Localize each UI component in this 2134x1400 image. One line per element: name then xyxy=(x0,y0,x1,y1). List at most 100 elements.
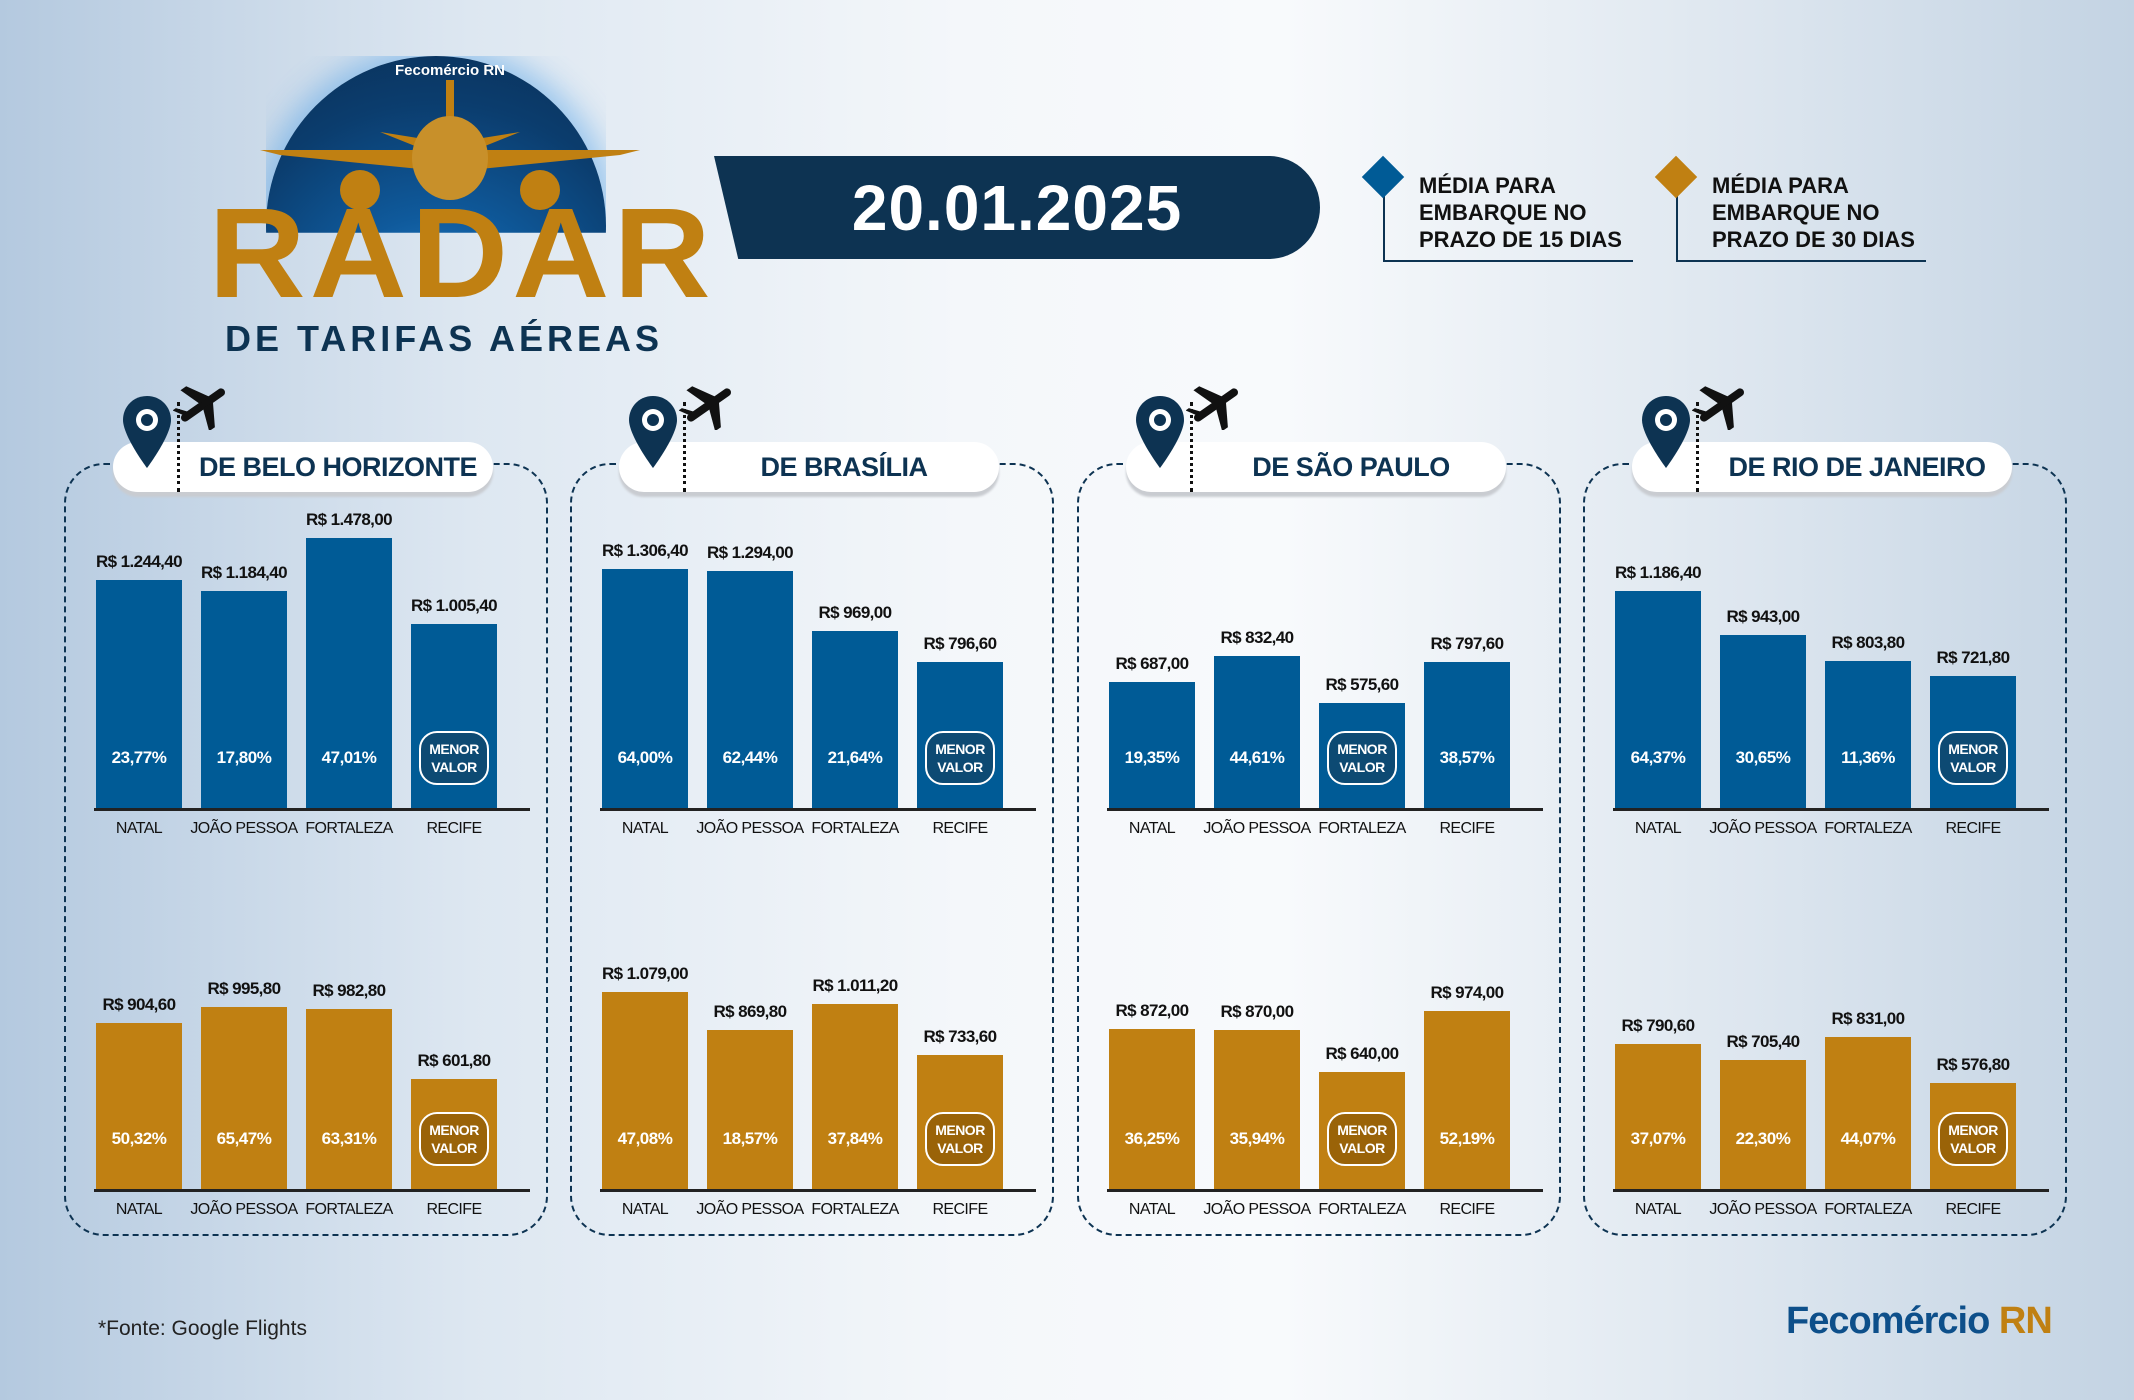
price-label: R$ 943,00 xyxy=(1726,607,1800,627)
category-label: NATAL xyxy=(1128,1201,1176,1218)
bar-15-days-fortaleza xyxy=(1825,660,1911,808)
percent-change-label: 18,57% xyxy=(722,1129,778,1148)
bar-30-days-joão-pessoa xyxy=(1214,1029,1300,1189)
price-label: R$ 869,80 xyxy=(713,1001,787,1021)
percent-change-label: 21,64% xyxy=(827,748,883,767)
panel-title: DE BRASÍLIA xyxy=(760,452,928,482)
price-label: R$ 1.244,40 xyxy=(95,552,183,572)
percent-change-label: 63,31% xyxy=(321,1129,377,1148)
percent-change-label: 11,36% xyxy=(1841,748,1895,767)
panel-header: DE BELO HORIZONTE xyxy=(113,386,493,492)
lowest-price-badge: MENOR VALOR xyxy=(419,731,489,785)
lowest-price-badge: MENOR VALOR xyxy=(925,1112,995,1166)
percent-change-label: 44,07% xyxy=(1840,1129,1896,1148)
price-label: R$ 1.306,40 xyxy=(601,540,689,560)
category-label: NATAL xyxy=(621,1201,669,1218)
bar-15-days-joão-pessoa xyxy=(707,571,793,808)
category-label: NATAL xyxy=(115,1201,163,1218)
bar-30-days-joão-pessoa xyxy=(201,1006,287,1189)
percent-change-label: 38,57% xyxy=(1439,748,1495,767)
chart-baseline xyxy=(94,808,530,811)
airplane-icon xyxy=(260,80,640,210)
category-label: JOÃO PESSOA xyxy=(696,820,804,837)
category-label: RECIFE xyxy=(932,1201,988,1218)
percent-change-label: 23,77% xyxy=(111,748,167,767)
price-label: R$ 1.011,20 xyxy=(812,975,898,995)
category-label: RECIFE xyxy=(1945,820,2001,837)
price-label: R$ 870,00 xyxy=(1220,1001,1294,1021)
panel-title: DE BELO HORIZONTE xyxy=(198,452,478,482)
chart-baseline xyxy=(1107,808,1543,811)
bar-30-days-fortaleza xyxy=(1825,1036,1911,1189)
map-pin-icon xyxy=(1642,396,1690,473)
price-label: R$ 575,60 xyxy=(1325,674,1399,694)
lowest-price-badge: MENOR VALOR xyxy=(419,1112,489,1166)
bar-30-days-joão-pessoa xyxy=(707,1029,793,1189)
percent-change-label: 62,44% xyxy=(722,748,778,767)
bar-30-days-recife xyxy=(1424,1010,1510,1189)
price-label: R$ 995,80 xyxy=(207,978,281,998)
panel-header: DE RIO DE JANEIRO xyxy=(1632,386,2012,492)
price-label: R$ 1.005,40 xyxy=(410,596,498,615)
bar-30-days-fortaleza xyxy=(812,1003,898,1189)
category-label: FORTALEZA xyxy=(305,820,393,837)
category-label: FORTALEZA xyxy=(1824,820,1912,837)
gold-diamond-icon xyxy=(1654,155,1698,199)
price-label: R$ 601,80 xyxy=(417,1050,491,1070)
category-label: JOÃO PESSOA xyxy=(190,1201,298,1218)
category-label: FORTALEZA xyxy=(1318,1201,1406,1218)
dotted-route-line xyxy=(1696,402,1699,492)
percent-change-label: 64,37% xyxy=(1630,748,1686,767)
price-label: R$ 1.478,00 xyxy=(305,509,393,529)
bar-15-days-natal xyxy=(1109,682,1195,808)
logo-brand: Fecomércio RN xyxy=(394,62,506,79)
bar-15-days-joão-pessoa xyxy=(1720,635,1806,808)
percent-change-label: 37,84% xyxy=(827,1129,883,1148)
map-pin-icon xyxy=(629,396,677,473)
category-label: RECIFE xyxy=(426,1201,482,1218)
bar-15-days-natal xyxy=(602,568,688,808)
category-label: RECIFE xyxy=(426,820,482,837)
category-label: JOÃO PESSOA xyxy=(1203,820,1311,837)
airplane-icon xyxy=(1691,380,1752,435)
percent-change-label: 17,80% xyxy=(216,748,272,767)
price-label: R$ 790,60 xyxy=(1621,1016,1695,1036)
bar-15-days-fortaleza xyxy=(306,537,392,808)
category-label: JOÃO PESSOA xyxy=(1709,820,1817,837)
bar-30-days-natal xyxy=(602,991,688,1189)
price-label: R$ 640,00 xyxy=(1325,1043,1399,1063)
category-label: JOÃO PESSOA xyxy=(1709,1201,1817,1218)
map-pin-icon xyxy=(1136,396,1184,473)
category-label: JOÃO PESSOA xyxy=(1203,1201,1311,1218)
category-label: FORTALEZA xyxy=(811,820,899,837)
lowest-price-badge: MENOR VALOR xyxy=(1938,731,2008,785)
price-label: R$ 705,40 xyxy=(1726,1031,1800,1051)
category-label: NATAL xyxy=(621,820,669,837)
price-label: R$ 733,60 xyxy=(923,1026,997,1046)
bar-15-days-joão-pessoa xyxy=(1214,655,1300,808)
brand-suffix: RN xyxy=(1998,1300,2053,1342)
airplane-icon xyxy=(172,380,233,435)
category-label: RECIFE xyxy=(1439,1201,1495,1218)
dotted-route-line xyxy=(177,402,180,492)
origin-panel: DE SÃO PAULO R$ 687,00 19,35% NATAL R$ 832,4… xyxy=(1077,386,1561,1236)
percent-change-label: 50,32% xyxy=(111,1129,167,1148)
category-label: NATAL xyxy=(1634,1201,1682,1218)
legend-30-days: MÉDIA PARA EMBARQUE NO PRAZO DE 30 DIAS xyxy=(1654,155,1926,262)
category-label: FORTALEZA xyxy=(305,1201,393,1218)
percent-change-label: 65,47% xyxy=(216,1129,272,1148)
percent-change-label: 19,35% xyxy=(1124,748,1180,767)
category-label: RECIFE xyxy=(1439,820,1495,837)
price-label: R$ 1.186,40 xyxy=(1614,562,1702,582)
price-label: R$ 872,00 xyxy=(1115,1001,1189,1021)
panel-title: DE SÃO PAULO xyxy=(1252,452,1450,482)
percent-change-label: 64,00% xyxy=(617,748,673,767)
panel-header: DE BRASÍLIA xyxy=(619,386,999,492)
dotted-route-line xyxy=(683,402,686,492)
chart-baseline xyxy=(600,808,1036,811)
legend-label: MÉDIA PARA EMBARQUE NO PRAZO DE 15 DIAS xyxy=(1419,173,1622,252)
category-label: FORTALEZA xyxy=(1318,820,1406,837)
date-banner: 20.01.2025 xyxy=(714,156,1320,259)
chart-baseline xyxy=(1613,808,2049,811)
bar-15-days-natal xyxy=(96,580,182,808)
